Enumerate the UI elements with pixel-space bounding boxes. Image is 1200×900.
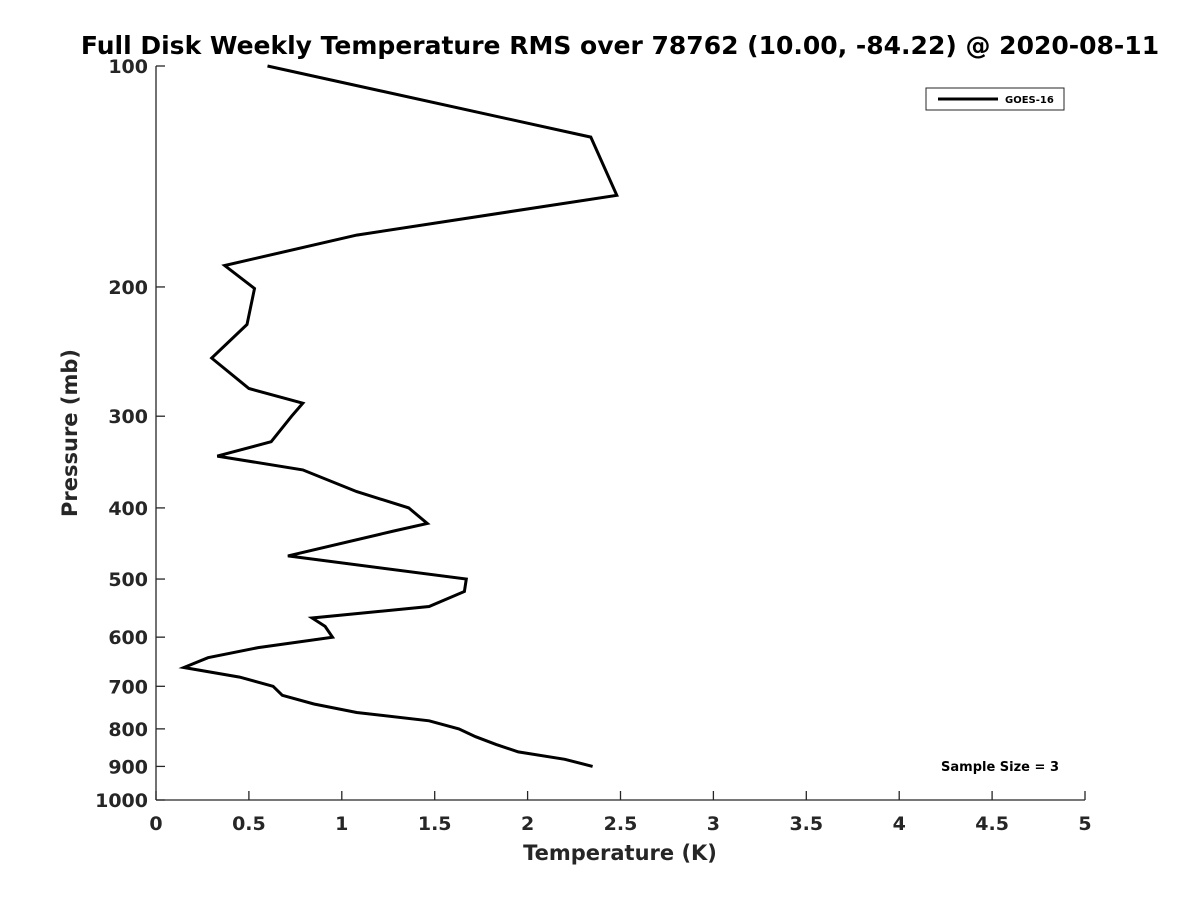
x-tick-label: 0 (149, 813, 162, 835)
x-tick-label: 1 (335, 813, 348, 835)
x-axis-label: Temperature (K) (523, 841, 717, 865)
x-tick-label: 1.5 (418, 813, 452, 835)
x-ticks: 0 0.5 1 1.5 2 2.5 3 3.5 4 4.5 5 (149, 791, 1092, 835)
legend: GOES-16 (925, 87, 1065, 111)
y-tick-label: 1000 (95, 790, 148, 812)
x-tick-label: 2 (521, 813, 534, 835)
x-tick-label: 5 (1078, 813, 1091, 835)
y-ticks: 100 200 300 400 500 600 700 800 900 1000 (95, 56, 165, 812)
series-line-goes-16 (178, 64, 619, 768)
y-tick-label: 200 (108, 277, 148, 299)
chart-title: Full Disk Weekly Temperature RMS over 78… (81, 31, 1159, 60)
y-tick-label: 500 (108, 569, 148, 591)
x-tick-label: 3.5 (789, 813, 823, 835)
y-tick-label: 300 (108, 406, 148, 428)
x-tick-label: 3 (707, 813, 720, 835)
y-tick-label: 100 (108, 56, 148, 78)
axes (155, 66, 1085, 801)
y-tick-label: 400 (108, 498, 148, 520)
y-axis-label: Pressure (mb) (58, 349, 82, 517)
x-tick-label: 2.5 (604, 813, 638, 835)
x-tick-label: 0.5 (232, 813, 266, 835)
y-tick-label: 900 (108, 756, 148, 778)
x-tick-label: 4 (893, 813, 906, 835)
y-tick-label: 600 (108, 627, 148, 649)
sample-size-annotation: Sample Size = 3 (941, 760, 1059, 775)
legend-label-goes-16: GOES-16 (1005, 95, 1054, 106)
y-tick-label: 800 (108, 719, 148, 741)
x-tick-label: 4.5 (975, 813, 1009, 835)
y-tick-label: 700 (108, 676, 148, 698)
series-layer (178, 64, 619, 768)
